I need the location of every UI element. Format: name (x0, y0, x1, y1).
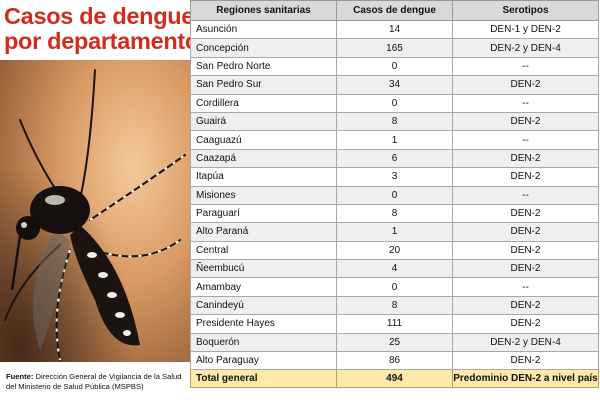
cases-cell: 86 (336, 351, 453, 371)
region-cell: Misiones (190, 185, 337, 205)
table-row: Misiones 0 -- (190, 185, 599, 205)
serotype-cell: DEN-2 (452, 222, 599, 242)
region-cell: Canindeyú (190, 295, 337, 316)
serotype-cell: DEN-2 (452, 259, 599, 279)
cases-cell: 1 (336, 222, 453, 242)
cases-cell: 3 (336, 167, 453, 187)
infographic-title: Casos de dengue por departamento (4, 4, 190, 54)
region-cell: Amambay (190, 277, 337, 297)
table-row: Alto Paraná 1 DEN-2 (190, 222, 599, 242)
cases-cell: 34 (336, 75, 453, 95)
serotype-cell: -- (452, 130, 599, 150)
region-cell: Ñeembucú (190, 259, 337, 279)
total-serotype: Predominio DEN-2 a nivel país (452, 369, 599, 389)
table-row: Presidente Hayes 111 DEN-2 (190, 314, 599, 334)
cases-cell: 0 (336, 93, 453, 113)
serotype-cell: DEN-2 (452, 351, 599, 371)
serotype-cell: DEN-2 (452, 314, 599, 334)
region-cell: Caazapá (190, 148, 337, 169)
cases-cell: 20 (336, 240, 453, 261)
table-row: Cordillera 0 -- (190, 93, 599, 113)
cases-cell: 0 (336, 56, 453, 77)
cases-cell: 0 (336, 185, 453, 205)
table-row: Concepción 165 DEN-2 y DEN-4 (190, 38, 599, 58)
table-row: Paraguarí 8 DEN-2 (190, 203, 599, 224)
table-row: Caaguazú 1 -- (190, 130, 599, 150)
table-row: Itapúa 3 DEN-2 (190, 167, 599, 187)
source-note: Fuente: Dirección General de Vigilancia … (6, 372, 190, 392)
total-label: Total general (190, 369, 337, 389)
source-text: Dirección General de Vigilancia de la Sa… (6, 372, 182, 391)
serotype-cell: DEN-2 (452, 295, 599, 316)
cases-cell: 0 (336, 277, 453, 297)
region-cell: Itapúa (190, 167, 337, 187)
region-cell: San Pedro Norte (190, 56, 337, 77)
region-cell: Alto Paraná (190, 222, 337, 242)
table-row: Canindeyú 8 DEN-2 (190, 295, 599, 316)
header-serotypes: Serotipos (452, 0, 599, 21)
region-cell: Central (190, 240, 337, 261)
cases-cell: 6 (336, 148, 453, 169)
dengue-cases-table: Regiones sanitarias Casos de dengue Sero… (190, 0, 599, 389)
serotype-cell: DEN-2 y DEN-4 (452, 38, 599, 58)
cases-cell: 4 (336, 259, 453, 279)
serotype-cell: -- (452, 185, 599, 205)
serotype-cell: DEN-2 (452, 75, 599, 95)
region-cell: Boquerón (190, 332, 337, 353)
source-label: Fuente: (6, 372, 34, 381)
table-row: Caazapá 6 DEN-2 (190, 148, 599, 169)
region-cell: Asunción (190, 19, 337, 40)
serotype-cell: DEN-2 y DEN-4 (452, 332, 599, 353)
cases-cell: 1 (336, 130, 453, 150)
region-cell: Presidente Hayes (190, 314, 337, 334)
table-row: Asunción 14 DEN-1 y DEN-2 (190, 19, 599, 40)
serotype-cell: -- (452, 277, 599, 297)
table-row: Guairá 8 DEN-2 (190, 111, 599, 132)
serotype-cell: -- (452, 93, 599, 113)
region-cell: Cordillera (190, 93, 337, 113)
cases-cell: 111 (336, 314, 453, 334)
cases-cell: 14 (336, 19, 453, 40)
table-header-row: Regiones sanitarias Casos de dengue Sero… (190, 0, 599, 21)
left-panel: Casos de dengue por departamento (0, 0, 190, 400)
dengue-table-container: Regiones sanitarias Casos de dengue Sero… (190, 0, 599, 400)
table-row: Boquerón 25 DEN-2 y DEN-4 (190, 332, 599, 353)
table-row: San Pedro Sur 34 DEN-2 (190, 75, 599, 95)
total-cases: 494 (336, 369, 453, 389)
serotype-cell: DEN-1 y DEN-2 (452, 19, 599, 40)
table-row: Ñeembucú 4 DEN-2 (190, 259, 599, 279)
region-cell: Paraguarí (190, 203, 337, 224)
serotype-cell: DEN-2 (452, 148, 599, 169)
header-region: Regiones sanitarias (190, 0, 337, 21)
title-line-1: Casos de dengue (4, 3, 190, 29)
serotype-cell: DEN-2 (452, 240, 599, 261)
region-cell: Caaguazú (190, 130, 337, 150)
cases-cell: 25 (336, 332, 453, 353)
serotype-cell: DEN-2 (452, 167, 599, 187)
header-cases: Casos de dengue (336, 0, 453, 21)
table-row: Alto Paraguay 86 DEN-2 (190, 351, 599, 371)
cases-cell: 8 (336, 203, 453, 224)
mosquito-photo (0, 60, 190, 362)
serotype-cell: DEN-2 (452, 111, 599, 132)
cases-cell: 165 (336, 38, 453, 58)
total-row: Total general 494 Predominio DEN-2 a niv… (190, 369, 599, 389)
cases-cell: 8 (336, 111, 453, 132)
region-cell: Concepción (190, 38, 337, 58)
region-cell: Guairá (190, 111, 337, 132)
region-cell: San Pedro Sur (190, 75, 337, 95)
table-row: Amambay 0 -- (190, 277, 599, 297)
title-line-2: por departamento (4, 28, 190, 54)
serotype-cell: DEN-2 (452, 203, 599, 224)
table-body: Asunción 14 DEN-1 y DEN-2 Concepción 165 DEN-… (190, 19, 599, 371)
region-cell: Alto Paraguay (190, 351, 337, 371)
table-row: Central 20 DEN-2 (190, 240, 599, 261)
table-row: San Pedro Norte 0 -- (190, 56, 599, 77)
cases-cell: 8 (336, 295, 453, 316)
serotype-cell: -- (452, 56, 599, 77)
